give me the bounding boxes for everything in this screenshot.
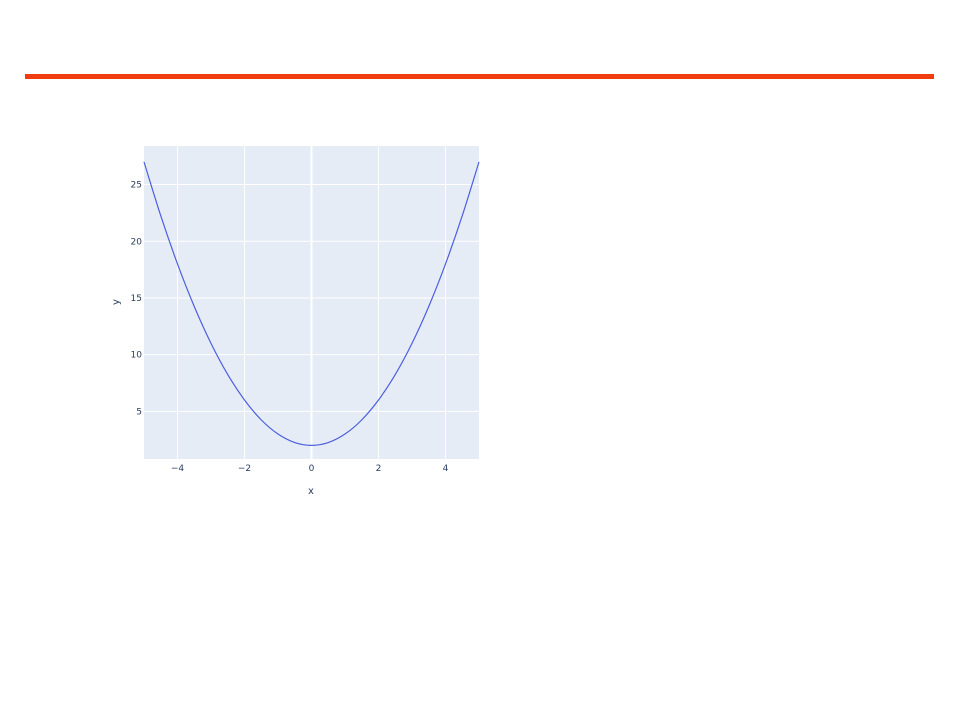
y-tick-labels: 5 10 15 20 25 bbox=[131, 181, 143, 418]
accent-rule bbox=[25, 74, 934, 79]
y-tick-label: 10 bbox=[131, 351, 143, 361]
x-axis-title: x bbox=[308, 486, 314, 497]
x-tick-label: −2 bbox=[238, 464, 251, 474]
x-tick-label: 0 bbox=[309, 464, 315, 474]
y-tick-label: 25 bbox=[131, 181, 142, 191]
x-tick-labels: −4 −2 0 2 4 bbox=[171, 464, 449, 474]
series-line bbox=[143, 161, 480, 446]
y-tick-label: 5 bbox=[136, 407, 142, 417]
y-tick-label: 20 bbox=[131, 237, 143, 247]
x-tick-label: 2 bbox=[376, 464, 382, 474]
y-tick-label: 15 bbox=[131, 294, 142, 304]
y-axis-title: y bbox=[111, 299, 122, 305]
x-tick-label: −4 bbox=[171, 464, 185, 474]
y-gridlines bbox=[144, 184, 479, 412]
x-gridlines bbox=[177, 146, 446, 459]
x-tick-label: 4 bbox=[443, 464, 449, 474]
